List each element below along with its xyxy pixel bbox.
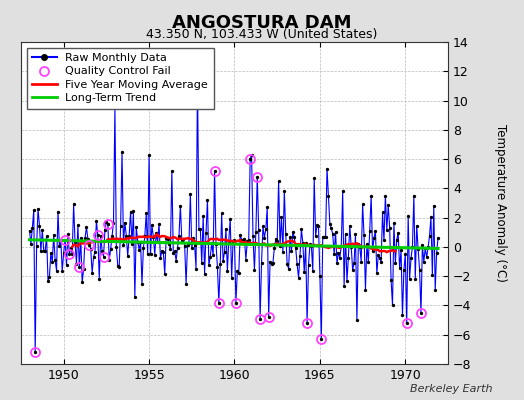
Text: Berkeley Earth: Berkeley Earth <box>410 384 493 394</box>
Legend: Raw Monthly Data, Quality Control Fail, Five Year Moving Average, Long-Term Tren: Raw Monthly Data, Quality Control Fail, … <box>27 48 214 109</box>
Y-axis label: Temperature Anomaly (°C): Temperature Anomaly (°C) <box>494 124 507 282</box>
Text: 43.350 N, 103.433 W (United States): 43.350 N, 103.433 W (United States) <box>146 28 378 41</box>
Text: ANGOSTURA DAM: ANGOSTURA DAM <box>172 14 352 32</box>
